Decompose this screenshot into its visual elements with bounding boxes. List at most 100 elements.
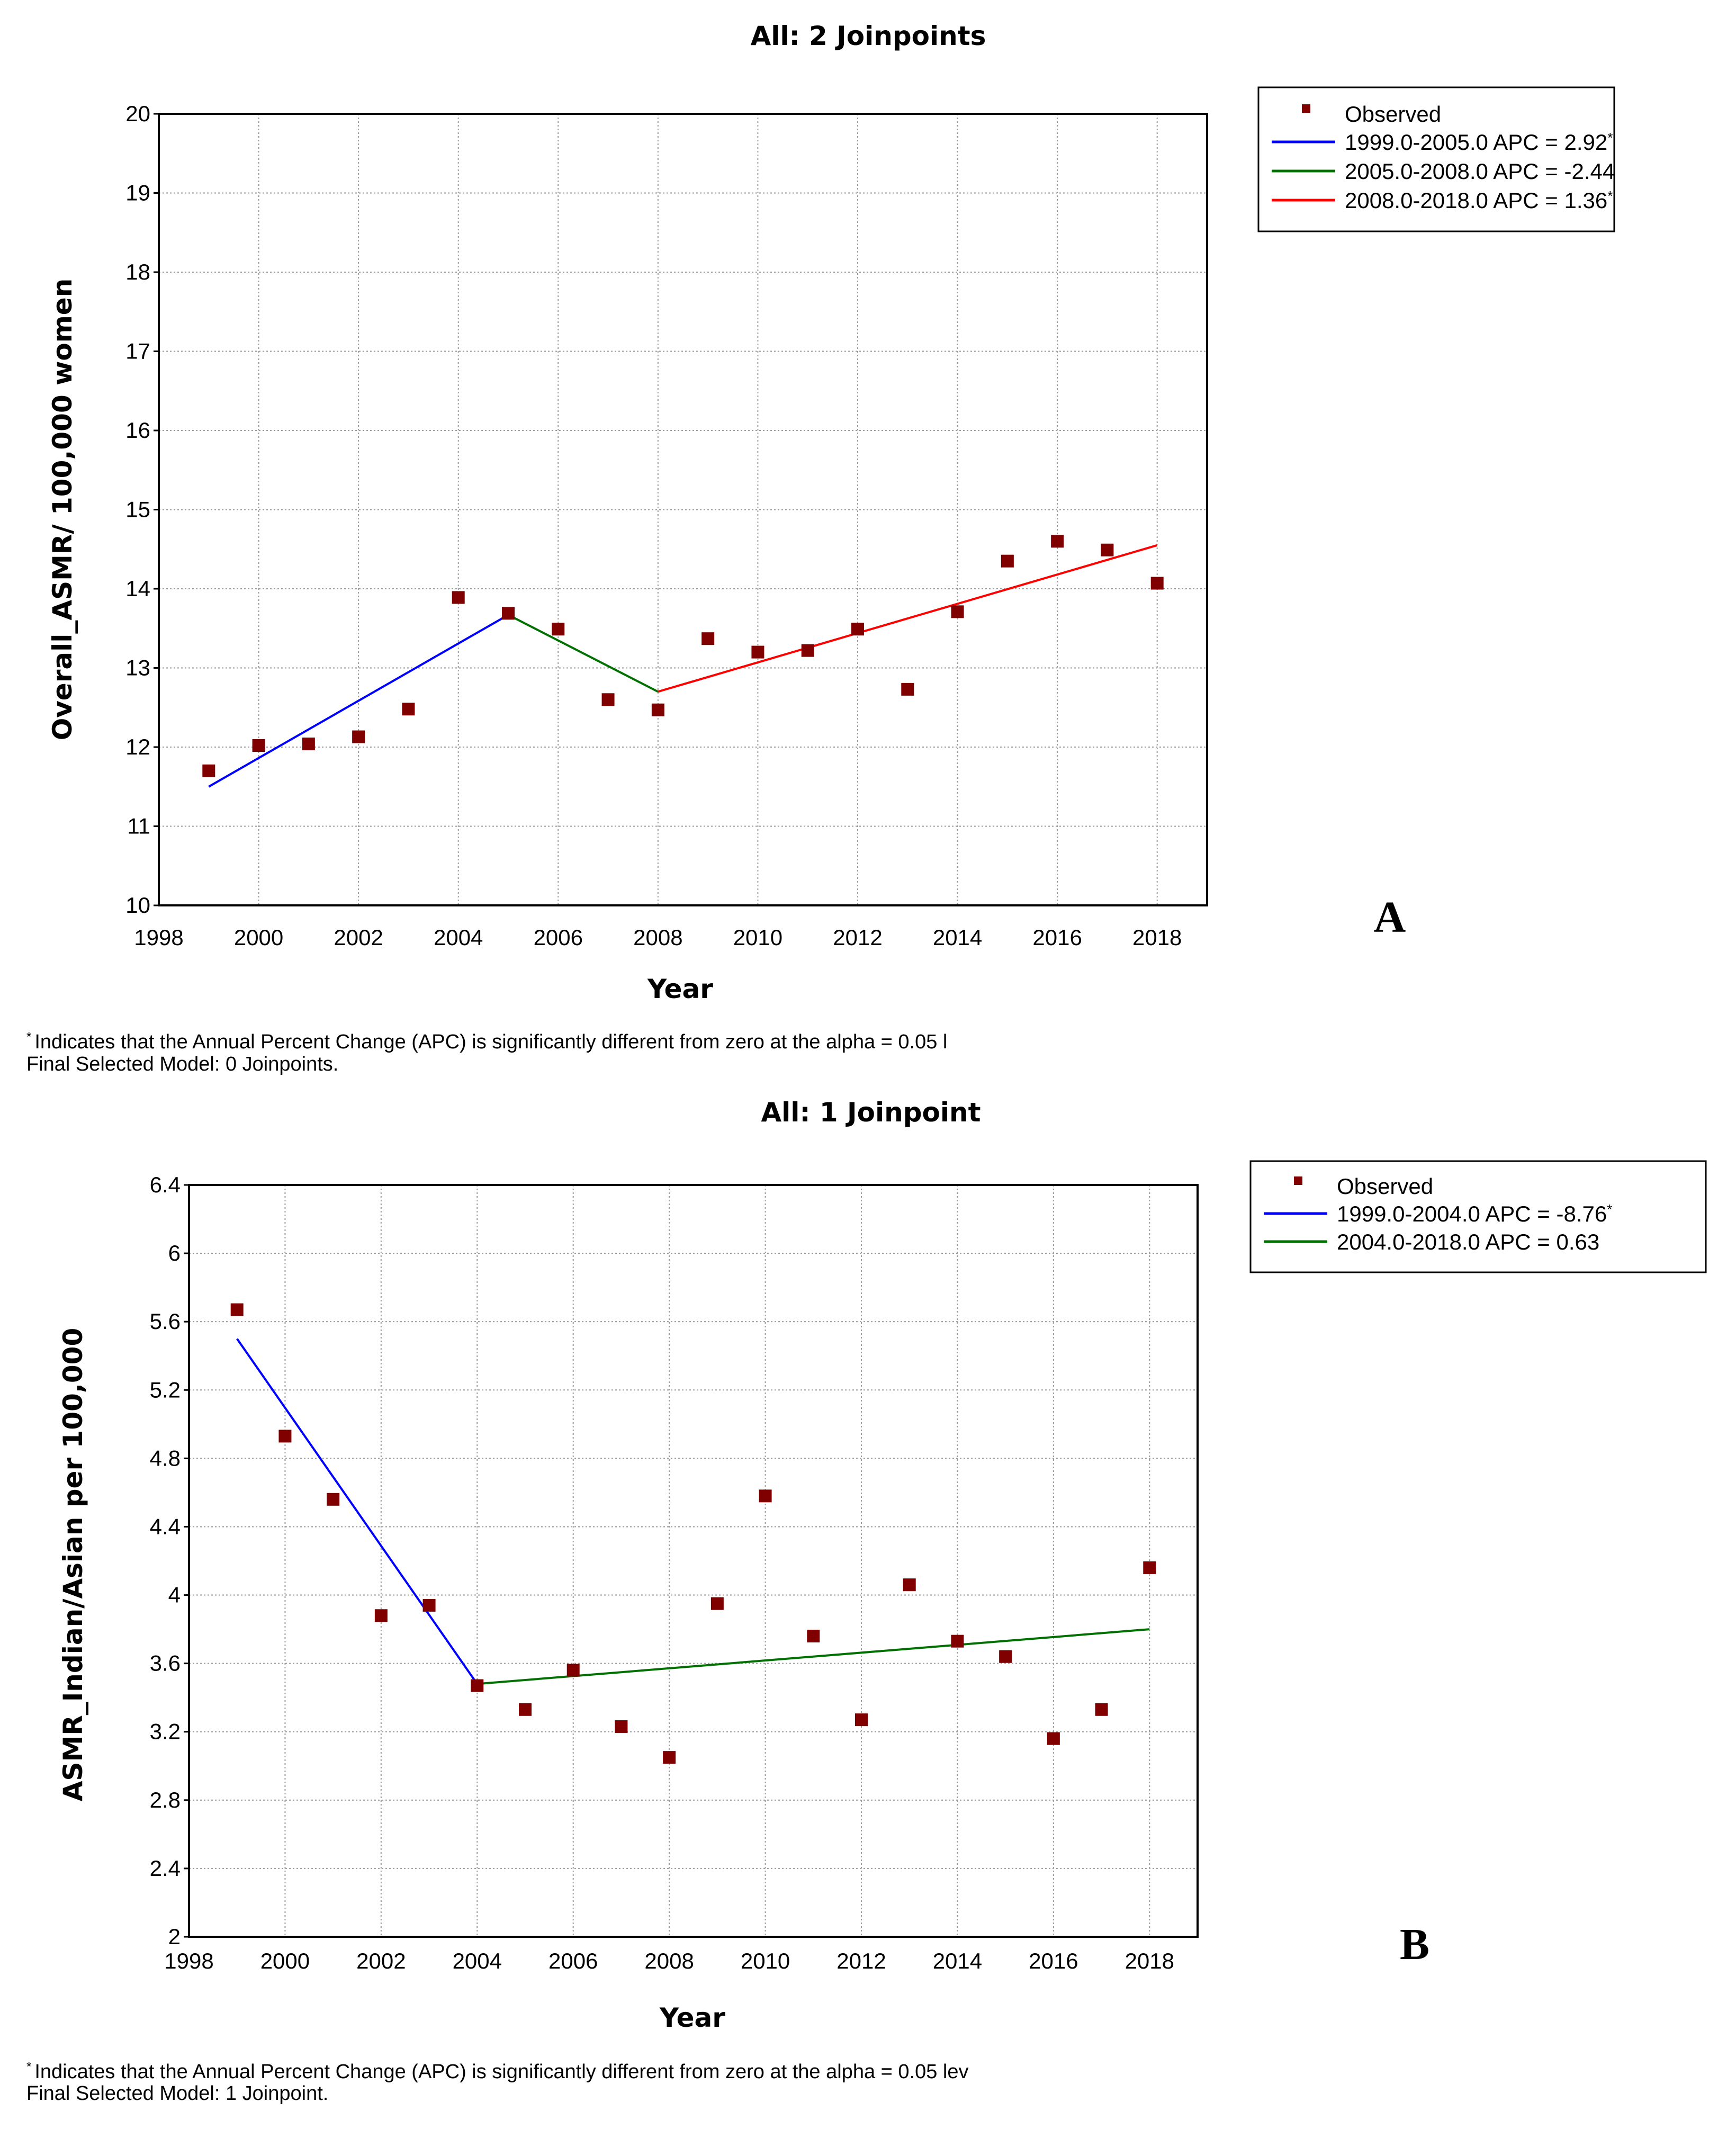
y-tick-label: 12: [125, 734, 150, 759]
observed-point: [278, 1430, 292, 1443]
legend-label-segment-2: 2004.0-2018.0 APC = 0.63: [1337, 1229, 1599, 1254]
observed-point: [452, 591, 465, 604]
legend: Observed 1999.0-2004.0 APC = -8.76* 2004…: [1249, 1160, 1707, 1273]
y-tick-label: 14: [125, 576, 150, 601]
y-tick-label: 11: [127, 814, 150, 839]
observed-point: [999, 1650, 1012, 1663]
x-tick-label: 2012: [833, 925, 882, 950]
observed-point: [851, 623, 864, 636]
observed-point: [951, 605, 964, 618]
y-tick-label: 20: [125, 101, 150, 126]
x-tick-label: 2012: [836, 1948, 886, 1973]
x-tick-label: 2006: [534, 925, 583, 950]
grid: [154, 113, 1207, 906]
observed-point: [402, 703, 415, 716]
y-tick-label: 16: [125, 418, 150, 443]
observed-point: [202, 764, 215, 777]
y-tick-label: 19: [125, 181, 150, 205]
y-tick-labels: 10 11 12 13 14 15 16 17 18 19 20: [125, 101, 150, 918]
observed-point: [801, 644, 814, 657]
footnote-significance: * Indicates that the Annual Percent Chang…: [26, 1030, 947, 1053]
panel-letter: B: [1400, 1920, 1429, 1969]
observed-point: [1001, 554, 1014, 568]
observed-point: [807, 1630, 820, 1642]
plot-frame: [158, 113, 1208, 906]
x-tick-label: 2018: [1125, 1948, 1174, 1973]
y-tick-label: 5.6: [150, 1309, 181, 1334]
legend-label-observed: Observed: [1337, 1174, 1433, 1199]
y-tick-label: 6: [168, 1241, 181, 1265]
observed-point: [352, 730, 365, 743]
observed-point: [252, 739, 265, 752]
fit-segment-2: [508, 614, 659, 693]
observed-point: [1047, 1732, 1060, 1745]
observed-point: [552, 623, 565, 636]
x-tick-label: 2004: [453, 1948, 502, 1973]
x-tick-label: 2018: [1132, 925, 1182, 950]
footnote-model: Final Selected Model: 1 Joinpoint.: [26, 2082, 328, 2105]
x-tick-labels: 1998 2000 2002 2004 2006 2008 2010 2012 2014 2016…: [164, 1948, 1174, 1973]
x-tick-label: 2016: [1032, 925, 1082, 950]
observed-point: [374, 1609, 388, 1622]
chart-panel-b: All: 1 Joinpoint 2 2.4 2.8 3.2 3.6 4 4.4 4.8 5.2…: [26, 1097, 1707, 2105]
chart-panel-a: All: 2 Joinpoints 10 11 12 13 14 15 16 17 18 19 20…: [26, 21, 1615, 1075]
x-tick-label: 2016: [1029, 1948, 1078, 1973]
fit-segment-1: [208, 614, 509, 788]
legend-label-segment-2: 2005.0-2008.0 APC = -2.44: [1345, 159, 1615, 184]
x-tick-label: 2014: [933, 925, 982, 950]
x-tick-label: 2000: [260, 1948, 310, 1973]
x-tick-label: 2008: [644, 1948, 694, 1973]
y-tick-label: 3.6: [150, 1651, 181, 1676]
x-tick-label: 1998: [134, 925, 183, 950]
legend: Observed 1999.0-2005.0 APC = 2.92* 2005.…: [1257, 86, 1615, 232]
x-tick-label: 2010: [733, 925, 782, 950]
x-axis-label: Year: [659, 2002, 725, 2033]
chart-title: All: 1 Joinpoint: [761, 1097, 981, 1128]
grid: [184, 1184, 1198, 1938]
y-tick-label: 15: [125, 497, 150, 522]
observed-point: [759, 1489, 772, 1503]
y-tick-label: 2.8: [150, 1787, 181, 1812]
y-axis-label: ASMR_Indian/Asian per 100,000: [58, 1328, 88, 1802]
y-tick-label: 2.4: [150, 1856, 181, 1881]
observed-point: [663, 1751, 676, 1764]
observed-point: [1150, 577, 1164, 590]
observed-point: [566, 1664, 580, 1677]
y-tick-label: 3.2: [150, 1719, 181, 1744]
observed-point: [471, 1679, 484, 1692]
observed-point: [710, 1597, 724, 1610]
panel-letter: A: [1374, 893, 1406, 942]
legend-label-observed: Observed: [1345, 102, 1441, 127]
observed-point: [901, 682, 914, 696]
fit-segment-1: [236, 1338, 478, 1685]
x-tick-label: 2008: [633, 925, 682, 950]
legend-marker-observed: [1294, 1176, 1302, 1185]
fit-segment-3: [658, 544, 1158, 693]
observed-point: [1051, 535, 1064, 548]
observed-point: [701, 632, 715, 645]
observed-point: [903, 1578, 916, 1592]
observed-point: [855, 1713, 868, 1727]
x-tick-label: 2002: [356, 1948, 406, 1973]
legend-label-segment-1: 1999.0-2005.0 APC = 2.92*: [1345, 130, 1613, 155]
legend-label-segment-1: 1999.0-2004.0 APC = -8.76*: [1337, 1201, 1612, 1226]
chart-title: All: 2 Joinpoints: [751, 21, 986, 51]
observed-point: [951, 1634, 964, 1648]
legend-box: [1249, 1160, 1707, 1273]
observed-point: [519, 1703, 532, 1716]
y-tick-label: 5.2: [150, 1377, 181, 1402]
observed-point: [230, 1303, 244, 1316]
observed-point: [302, 738, 315, 751]
observed-point: [1101, 543, 1114, 556]
legend-label-segment-3: 2008.0-2018.0 APC = 1.36*: [1345, 188, 1613, 213]
footnote-model: Final Selected Model: 0 Joinpoints.: [26, 1053, 338, 1075]
y-tick-label: 4.8: [150, 1445, 181, 1470]
observed-point: [422, 1598, 436, 1612]
y-tick-label: 2: [168, 1924, 181, 1949]
x-tick-label: 2006: [548, 1948, 598, 1973]
x-tick-label: 2002: [334, 925, 383, 950]
y-tick-label: 17: [125, 339, 150, 364]
legend-box: [1257, 86, 1615, 232]
y-tick-label: 4.4: [150, 1514, 181, 1539]
